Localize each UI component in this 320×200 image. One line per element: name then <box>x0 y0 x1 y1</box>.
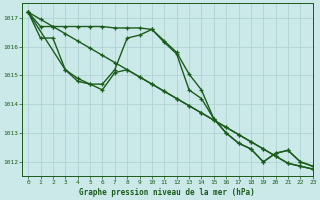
X-axis label: Graphe pression niveau de la mer (hPa): Graphe pression niveau de la mer (hPa) <box>79 188 255 197</box>
